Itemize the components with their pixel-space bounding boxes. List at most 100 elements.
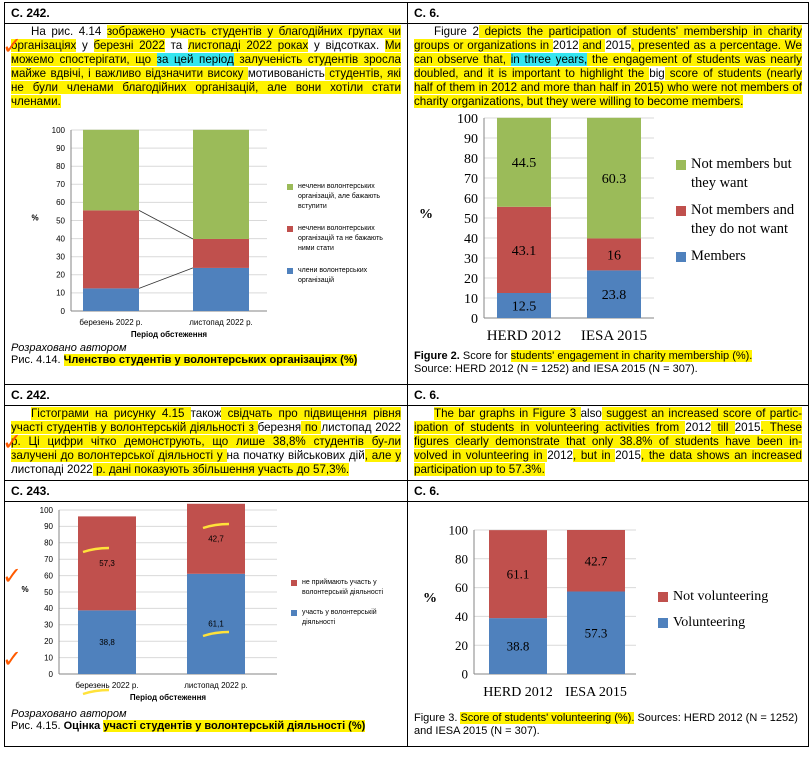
y-tick-label: 100 (52, 126, 66, 135)
legend-swatch (676, 252, 686, 262)
bar-segment (497, 206, 551, 293)
legend-label-line: участь у волонтерській (302, 608, 377, 616)
y-tick-label: 100 (449, 523, 469, 538)
bar-segment (78, 516, 136, 611)
y-axis-title: % (31, 214, 38, 223)
bar-segment (83, 210, 139, 289)
paragraph-segment: р. Ці цифри чітко демонструють, що лише … (11, 435, 401, 462)
legend-swatch (287, 226, 293, 232)
x-axis-title: Період обстеження (131, 330, 208, 339)
uk-paragraph-1: На рис. 4.14 зображено участь студентів … (6, 25, 407, 111)
y-tick-label: 20 (455, 638, 468, 653)
y-tick-label: 80 (56, 162, 65, 171)
paragraph-segment: , but in (572, 449, 616, 462)
data-label: 61.1 (507, 567, 530, 582)
legend-label: члени волонтерських організацій (298, 267, 368, 284)
legend-swatch (658, 618, 668, 628)
paragraph-segment: листопад 2022 (321, 421, 401, 434)
legend-label: Members (691, 248, 746, 264)
legend-label: нечлени волонтерських організацій, але ба… (298, 183, 380, 210)
y-tick-label: 50 (464, 212, 478, 227)
series-connector-line (138, 210, 194, 240)
y-tick-label: 10 (56, 289, 65, 298)
legend-swatch (676, 206, 686, 216)
legend-label: нечлени волонтерських організацій та не б… (298, 225, 383, 252)
legend-label: участь у волонтерській діяльності (302, 608, 377, 626)
chart-volunteering-en: 0 20 40 60 80 100% 38.8 61.1 HERD 2012 57.3 42.7 IE… (423, 523, 768, 700)
legend-label-line: діяльності (302, 618, 336, 626)
legend-swatch (287, 268, 293, 274)
caption-prefix: Рис. 4.14. (11, 354, 64, 366)
y-tick-label: 20 (56, 271, 65, 280)
source-note: Розраховано автором (11, 708, 127, 720)
data-label: 43.1 (512, 244, 537, 259)
y-axis-title: % (419, 207, 433, 222)
y-tick-label: 100 (40, 506, 54, 515)
bar-segment (83, 288, 139, 311)
paragraph-segment: у відсотках. (308, 39, 385, 52)
bar-segment (567, 530, 625, 592)
y-tick-label: 80 (464, 152, 478, 167)
paragraph-segment: дані показують збільшення участь до 57,3… (108, 463, 350, 476)
paragraph-segment: also (580, 407, 602, 420)
data-label: 57,3 (99, 559, 115, 568)
page-ref: С. 242. (11, 388, 50, 402)
legend-swatch (291, 580, 297, 586)
paragraph-segment: big (649, 67, 665, 80)
x-category-label: HERD 2012 (483, 685, 553, 700)
highlight-stroke (82, 546, 110, 554)
caption-title-b: участі студентів у волонтерській діяльно… (103, 720, 366, 732)
data-label: 23.8 (602, 288, 627, 303)
paragraph-segment: та (164, 39, 188, 52)
data-label: 16 (607, 248, 621, 263)
data-label: 61,1 (208, 620, 224, 629)
row2-left-header-cell: С. 242. (4, 384, 408, 406)
row2-left-content-cell: Гістограми на рисунку 4.15 також свідчат… (4, 405, 408, 481)
paragraph-segment: березні 2022 (93, 39, 165, 52)
data-label: 44.5 (512, 156, 537, 171)
y-tick-label: 50 (56, 216, 65, 225)
row3-right-content-cell: 0 20 40 60 80 100% 38.8 61.1 HERD 2012 57.3 42.7 IE… (407, 501, 809, 747)
legend-label: не приймають участь у волонтерській діяль… (302, 578, 383, 596)
legend-label-line: Volunteering (673, 615, 745, 630)
legend-swatch (658, 592, 668, 602)
chart-volunteering-uk: 0 10 20 30 40 50 60 70 80 90 100% 38,8 57,3 березень … (21, 503, 383, 702)
y-tick-label: 70 (44, 555, 53, 564)
y-axis-title: % (21, 585, 28, 594)
legend-label-line: організацій та не бажають (298, 234, 383, 242)
y-tick-label: 40 (56, 234, 65, 243)
page-ref: С. 242. (11, 6, 50, 20)
caption-title: Score of students' volunteering (%). (460, 712, 635, 724)
caption-title: Членство студентів у волонтерських орган… (63, 354, 358, 366)
bar-segment (193, 267, 249, 311)
figure-caption-en: Figure 3. Score of students' volunteerin… (409, 712, 808, 738)
legend-label-line: не приймають участь у (302, 578, 377, 586)
bar-segment (587, 270, 641, 318)
x-category-label: IESA 2015 (565, 685, 627, 700)
y-tick-label: 100 (457, 112, 478, 127)
legend-label-line: організацій, але бажають (298, 192, 380, 200)
y-tick-label: 80 (44, 539, 53, 548)
y-tick-label: 60 (44, 571, 53, 580)
paragraph-segment: листопаді 2022 роках (187, 39, 309, 52)
chart-membership-uk: 0 10 20 30 40 50 60 70 80 90 100% березень 2022 р. л… (31, 126, 383, 339)
y-tick-label: 90 (44, 522, 53, 531)
legend-label-line: they want (691, 175, 748, 191)
y-tick-label: 60 (56, 198, 65, 207)
bar-segment (489, 530, 547, 619)
caption-source: Sources: HERD 2012 (N = 1252) and IESA 2… (414, 712, 798, 737)
y-tick-label: 50 (44, 588, 53, 597)
caption-title-a: Оцінка (63, 720, 101, 732)
en-paragraph-2: The bar graphs in Figure 3 also suggest … (409, 407, 808, 479)
series-connector-line (138, 267, 194, 289)
paragraph-segment: Гістограми на рисунку 4.15 (31, 407, 191, 420)
paragraph-segment: мотивованість (247, 67, 325, 80)
data-label: 12.5 (512, 299, 537, 314)
legend-label-line: організацій (298, 276, 334, 284)
legend-label-line: вступити (298, 203, 327, 210)
y-tick-label: 10 (44, 653, 53, 662)
paragraph-segment: на початку війсь­кових дій (226, 449, 365, 462)
legend-label-line: Not members and (691, 202, 795, 218)
paragraph-segment: р. (92, 463, 109, 476)
y-tick-label: 90 (464, 132, 478, 147)
